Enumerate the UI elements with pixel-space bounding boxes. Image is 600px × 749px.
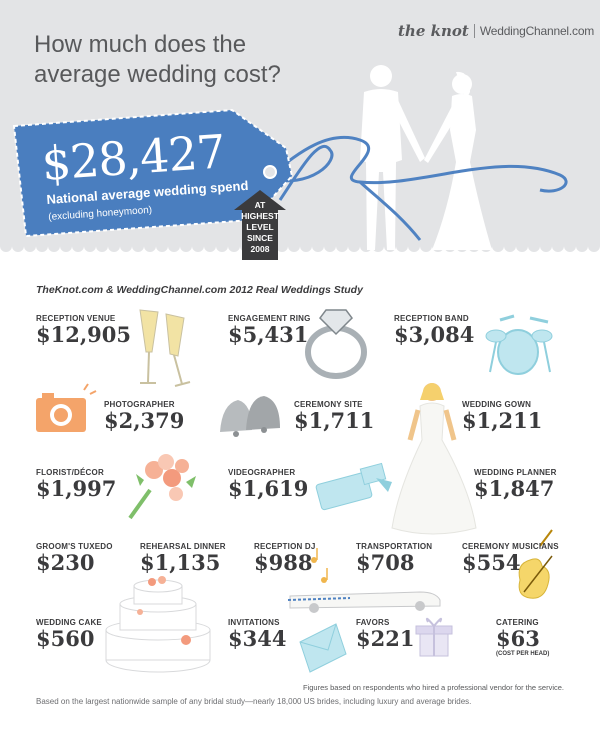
music-notes-icon — [311, 548, 328, 583]
bells-icon — [220, 396, 280, 437]
cost-item-rehearsal-dinner: REHEARSAL DINNER $1,135 — [140, 542, 226, 575]
cost-item-wedding-planner: WEDDING PLANNER $1,847 — [474, 468, 557, 501]
bouquet-icon — [128, 454, 196, 520]
cost-item-catering: CATERING $63 (COST PER HEAD) — [496, 618, 550, 657]
champagne-icon — [139, 309, 191, 387]
cost-item-reception-venue: RECEPTION VENUE $12,905 — [36, 314, 131, 347]
highest-badge-text: AT HIGHEST LEVEL SINCE 2008 — [241, 200, 279, 254]
footnote-sample: Based on the largest nationwide sample o… — [36, 697, 472, 706]
cost-item-reception-dj: RECEPTION DJ $988 — [254, 542, 316, 575]
price-tag — [12, 108, 294, 238]
hero-graphic — [12, 65, 568, 260]
cost-item-ceremony-musicians: CEREMONY MUSICIANS $554 — [462, 542, 559, 575]
knot-logo: the knot — [398, 22, 469, 40]
cost-item-engagement-ring: ENGAGEMENT RING $5,431 — [228, 314, 311, 347]
weddingchannel-logo: WeddingChannel.com — [479, 24, 595, 38]
cost-item-reception-band: RECEPTION BAND $3,084 — [394, 314, 475, 347]
limousine-icon — [287, 591, 441, 613]
highest-badge — [234, 190, 286, 260]
cost-item-invitations: INVITATIONS $344 — [228, 618, 287, 651]
violin-icon — [518, 529, 553, 599]
cost-item-videographer: VIDEOGRAPHER $1,619 — [228, 468, 309, 501]
footnote-vendor: Figures based on respondents who hired a… — [303, 683, 564, 692]
study-title: TheKnot.com & WeddingChannel.com 2012 Re… — [36, 284, 363, 296]
gift-box-icon — [415, 617, 453, 657]
cake-icon — [105, 576, 211, 673]
cost-item-photographer: PHOTOGRAPHER $2,379 — [104, 400, 185, 433]
logo-divider — [473, 24, 475, 38]
cost-item-wedding-cake: WEDDING CAKE $560 — [36, 618, 102, 651]
video-camera-icon — [315, 462, 392, 511]
brand-logos: the knot WeddingChannel.com — [398, 22, 594, 40]
cost-item-wedding-gown: WEDDING GOWN $1,211 — [462, 400, 543, 433]
cost-item-ceremony-site: CEREMONY SITE $1,711 — [294, 400, 375, 433]
cost-item-favors: FAVORS $221 — [356, 618, 415, 651]
camera-icon — [36, 383, 97, 432]
envelope-icon — [299, 623, 347, 673]
cost-item-grooms-tuxedo: GROOM'S TUXEDO $230 — [36, 542, 113, 575]
wedding-gown-icon — [391, 383, 477, 535]
page-title: How much does the average wedding cost? — [34, 31, 281, 88]
drum-kit-icon — [485, 314, 553, 375]
cost-item-transportation: TRANSPORTATION $708 — [356, 542, 433, 575]
ring-icon — [305, 309, 367, 379]
cost-item-florist: FLORIST/DÉCOR $1,997 — [36, 468, 117, 501]
